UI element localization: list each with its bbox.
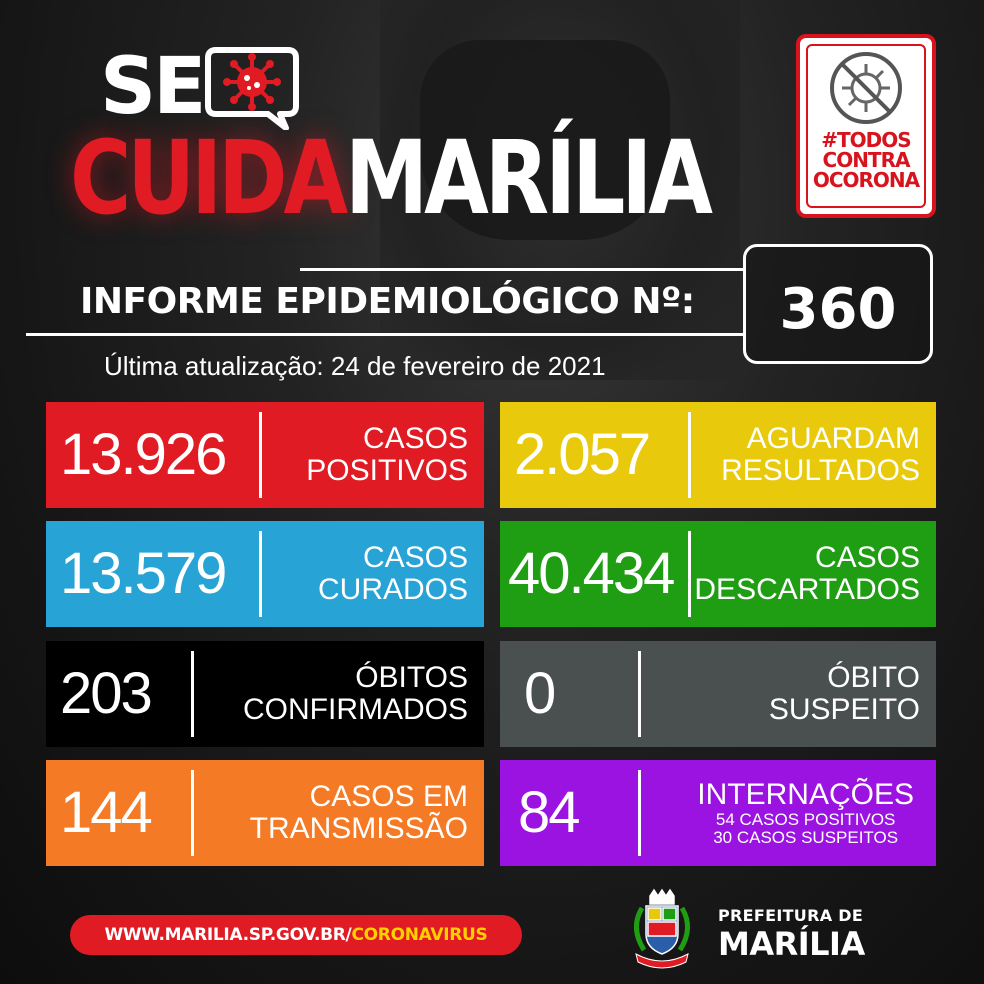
stat-aguardam-resultados: 2.057 AGUARDAM RESULTADOS bbox=[500, 402, 936, 508]
title-se: SE bbox=[100, 42, 206, 132]
stat-separator bbox=[638, 770, 641, 856]
badge-line-2: CONTRA bbox=[822, 148, 911, 172]
report-number: 360 bbox=[779, 277, 897, 342]
todos-contra-o-corona-badge: #TODOS CONTRA OCORONA bbox=[796, 34, 936, 218]
report-number-box: 360 bbox=[743, 244, 933, 364]
city-crest-icon bbox=[634, 888, 690, 969]
stat-casos-em-transmissao: 144 CASOS EM TRANSMISSÃO bbox=[46, 760, 484, 866]
last-updated: Última atualização: 24 de fevereiro de 2… bbox=[104, 351, 606, 381]
stat-label: CASOS DESCARTADOS bbox=[694, 541, 920, 606]
stat-value: 144 bbox=[60, 780, 153, 845]
stat-label: ÓBITO SUSPEITO bbox=[768, 661, 920, 726]
stat-label: INTERNAÇÕES 54 CASOS POSITIVOS 30 CASOS … bbox=[697, 778, 914, 847]
internacoes-suspeitos: 30 CASOS SUSPEITOS bbox=[713, 828, 899, 847]
stat-separator bbox=[688, 531, 691, 617]
report-label: INFORME EPIDEMIOLÓGICO Nº: bbox=[80, 281, 695, 322]
stat-label: CASOS POSITIVOS bbox=[306, 422, 468, 487]
title-marilia: MARÍLIA bbox=[345, 119, 713, 238]
stat-value: 203 bbox=[60, 661, 153, 726]
stat-obito-suspeito: 0 ÓBITO SUSPEITO bbox=[500, 641, 936, 747]
stat-separator bbox=[259, 412, 262, 498]
stat-value: 13.926 bbox=[60, 422, 227, 487]
badge-line-3: OCORONA bbox=[812, 168, 920, 192]
badge-line-1: #TODOS bbox=[821, 128, 911, 152]
crossed-virus-icon bbox=[830, 52, 902, 124]
stat-label: CASOS EM TRANSMISSÃO bbox=[249, 780, 468, 845]
stat-casos-curados: 13.579 CASOS CURADOS bbox=[46, 521, 484, 627]
stat-separator bbox=[259, 531, 262, 617]
stat-obitos-confirmados: 203 ÓBITOS CONFIRMADOS bbox=[46, 641, 484, 747]
prefeitura-label: PREFEITURA DE bbox=[718, 906, 864, 925]
stat-separator bbox=[191, 651, 194, 737]
internacoes-positivos: 54 CASOS POSITIVOS bbox=[715, 810, 896, 829]
stat-label: CASOS CURADOS bbox=[317, 541, 468, 606]
background-face-mask bbox=[420, 40, 670, 240]
prefeitura-city: MARÍLIA bbox=[718, 925, 865, 963]
title-cuida: CUIDA bbox=[70, 119, 348, 238]
stat-value: 40.434 bbox=[508, 541, 675, 606]
stat-label: ÓBITOS CONFIRMADOS bbox=[243, 661, 468, 726]
stat-value: 84 bbox=[518, 780, 580, 845]
stat-casos-positivos: 13.926 CASOS POSITIVOS bbox=[46, 402, 484, 508]
stat-value: 0 bbox=[524, 661, 556, 726]
stat-separator bbox=[638, 651, 641, 737]
divider-bottom bbox=[26, 333, 746, 336]
stat-label: AGUARDAM RESULTADOS bbox=[721, 422, 920, 487]
virus-speech-bubble-icon bbox=[205, 47, 299, 130]
stat-casos-descartados: 40.434 CASOS DESCARTADOS bbox=[500, 521, 936, 627]
stat-separator bbox=[688, 412, 691, 498]
stat-internacoes: 84 INTERNAÇÕES 54 CASOS POSITIVOS 30 CAS… bbox=[500, 760, 936, 866]
stat-separator bbox=[191, 770, 194, 856]
stat-value: 2.057 bbox=[514, 422, 651, 487]
website-link[interactable]: WWW.MARILIA.SP.GOV.BR/CORONAVIRUS bbox=[70, 915, 522, 955]
stat-value: 13.579 bbox=[60, 541, 227, 606]
divider-top bbox=[300, 268, 746, 271]
